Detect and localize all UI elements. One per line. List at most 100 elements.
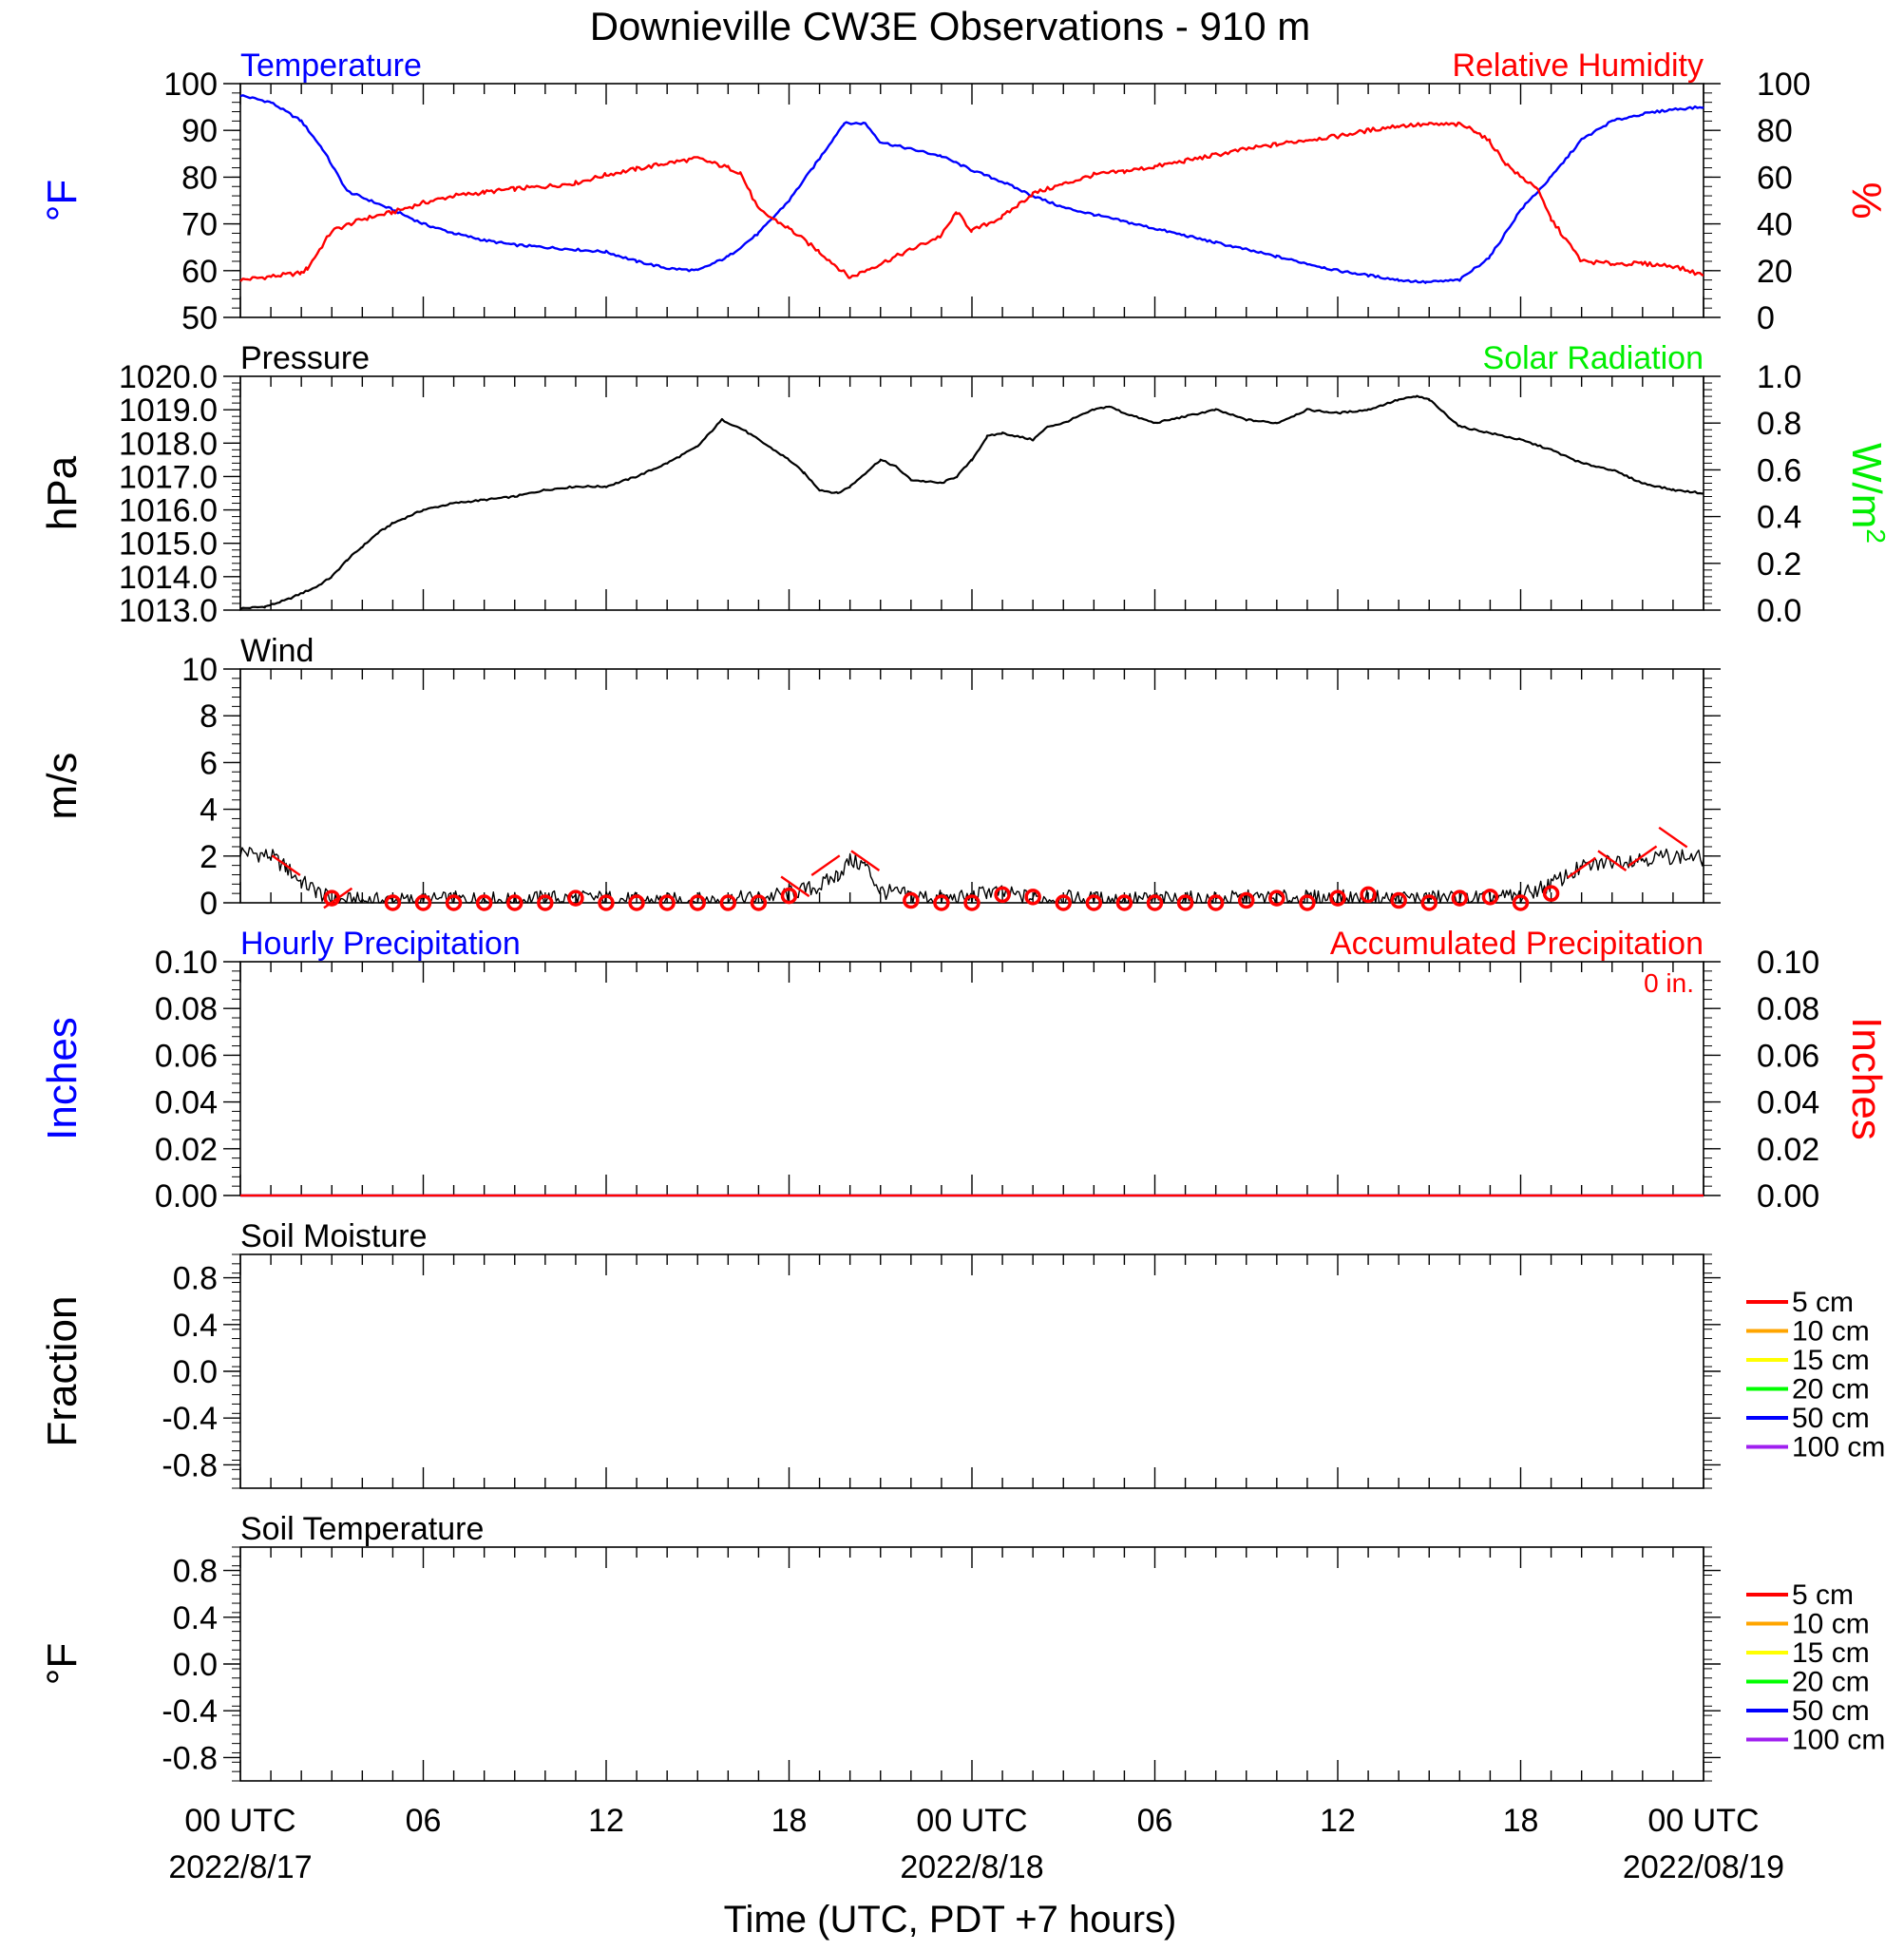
- wind-calm-marker: [1176, 894, 1194, 911]
- y-axis-label-left: Inches: [39, 1017, 86, 1140]
- y-axis-label-right: Inches: [1843, 1017, 1890, 1140]
- panel-pressure: 1020.01019.01018.01017.01016.01015.01014…: [39, 340, 1892, 629]
- y-tick-label-left: 90: [181, 113, 218, 149]
- wind-direction-barb: [1658, 826, 1688, 849]
- x-tick-label: 00 UTC: [184, 1803, 295, 1839]
- wind-calm-marker: [658, 894, 676, 911]
- wind-direction-barb: [1628, 845, 1658, 868]
- wind-calm-marker: [598, 894, 615, 911]
- wind-calm-marker: [1299, 894, 1316, 911]
- y-tick-label-right: 0.00: [1757, 1178, 1819, 1215]
- y-tick-label-right: 100: [1757, 67, 1811, 103]
- y-tick-label-right: 0.4: [1757, 500, 1801, 536]
- panel-title-left: Hourly Precipitation: [240, 926, 521, 962]
- wind-direction-barb: [850, 850, 881, 872]
- wind-calm-marker: [963, 894, 981, 911]
- legend-label: 15 cm: [1792, 1345, 1870, 1376]
- y-tick-label-left: 50: [181, 300, 218, 336]
- y-tick-label-left: 0.02: [155, 1132, 218, 1168]
- wind-calm-marker: [506, 894, 524, 911]
- panel-title-left: Wind: [240, 633, 314, 669]
- wind-calm-marker: [1268, 889, 1285, 907]
- y-tick-label-left: 8: [200, 698, 218, 735]
- wind-direction-barb: [780, 875, 810, 898]
- y-tick-label-left: 100: [163, 67, 218, 103]
- x-date-label: 2022/8/18: [900, 1849, 1043, 1885]
- y-tick-label-left: -0.4: [162, 1693, 218, 1730]
- y-axis-label-right: %: [1843, 182, 1890, 219]
- y-tick-label-left: 0.08: [155, 991, 218, 1027]
- legend-label: 5 cm: [1792, 1579, 1854, 1611]
- chart-title: Downieville CW3E Observations - 910 m: [590, 4, 1311, 48]
- y-tick-label-left: 6: [200, 745, 218, 781]
- y-tick-label-right: 0.6: [1757, 452, 1801, 488]
- y-axis-label-left: °F: [39, 180, 86, 221]
- legend-label: 20 cm: [1792, 1374, 1870, 1406]
- y-axis-label-left: hPa: [39, 455, 86, 530]
- y-axis-label-left: Fraction: [39, 1296, 86, 1447]
- wind-calm-marker: [537, 894, 554, 911]
- x-tick-label: 18: [771, 1803, 808, 1839]
- legend-label: 100 cm: [1792, 1432, 1885, 1463]
- y-tick-label-left: 0.0: [173, 1647, 218, 1683]
- wind-calm-marker: [1451, 889, 1469, 907]
- panel-frame: [239, 668, 1704, 904]
- y-tick-label-right: 0.0: [1757, 593, 1801, 629]
- wind-calm-marker: [628, 894, 645, 911]
- legend-label: 50 cm: [1792, 1403, 1870, 1434]
- y-tick-label-left: 0.10: [155, 945, 218, 981]
- y-axis-label-left: °F: [39, 1643, 86, 1685]
- y-tick-label-right: 0.06: [1757, 1038, 1819, 1074]
- y-tick-label-left: -0.8: [162, 1447, 218, 1483]
- y-tick-label-right: 0.04: [1757, 1085, 1819, 1121]
- panel-title-left: Temperature: [240, 48, 422, 84]
- legend-label: 5 cm: [1792, 1287, 1854, 1318]
- y-axis-label-superscript: 2: [1862, 528, 1892, 544]
- y-tick-label-right: 0.10: [1757, 945, 1819, 981]
- panel-title-left: Soil Moisture: [240, 1218, 428, 1254]
- wind-calm-marker: [1360, 886, 1377, 904]
- wind-calm-marker: [1024, 889, 1041, 906]
- wind-calm-marker: [780, 887, 798, 905]
- x-tick-label: 06: [1137, 1803, 1173, 1839]
- y-tick-label-right: 0.2: [1757, 546, 1801, 583]
- y-tick-label-left: 1013.0: [119, 593, 218, 629]
- wind-calm-marker: [1390, 891, 1407, 909]
- y-tick-label-right: 1.0: [1757, 359, 1801, 395]
- y-tick-label-left: -0.4: [162, 1401, 218, 1437]
- y-tick-label-right: 0.8: [1757, 406, 1801, 442]
- wind-calm-marker: [1542, 885, 1560, 902]
- y-tick-label-left: 0.4: [173, 1600, 218, 1636]
- panel-title-left: Pressure: [240, 340, 370, 376]
- x-date-label: 2022/08/19: [1623, 1849, 1784, 1885]
- panel-frame: [239, 1253, 1704, 1489]
- y-tick-label-left: -0.8: [162, 1740, 218, 1776]
- y-axis-label-left: m/s: [39, 753, 86, 820]
- panel-frame: [239, 83, 1704, 318]
- legend-label: 10 cm: [1792, 1316, 1870, 1348]
- time-axis: 00 UTC 2022/8/17 06 12 18 00 UTC 2022/8/18 06 12…: [168, 1803, 1784, 1885]
- y-tick-label-left: 70: [181, 207, 218, 243]
- legend-label: 10 cm: [1792, 1609, 1870, 1640]
- panel-title-left: Soil Temperature: [240, 1511, 484, 1547]
- legend-label: 100 cm: [1792, 1725, 1885, 1756]
- y-tick-label-right: 0: [1757, 300, 1775, 336]
- wind-calm-marker: [1055, 894, 1072, 911]
- panel-title-right: Accumulated Precipitation: [1330, 926, 1704, 962]
- y-tick-label-left: 1017.0: [119, 459, 218, 495]
- wind-calm-marker: [475, 894, 493, 911]
- panel-frame: [239, 375, 1704, 611]
- wind-calm-marker: [1512, 894, 1530, 911]
- wind-calm-marker: [1085, 894, 1103, 911]
- wind-direction-barb: [810, 854, 841, 876]
- wind-calm-marker: [1329, 889, 1346, 907]
- precip-total-annotation: 0 in.: [1644, 968, 1694, 998]
- wind-calm-marker: [1420, 894, 1438, 911]
- y-tick-label-left: 1018.0: [119, 426, 218, 462]
- panel-soil-moisture: 0.8 0.4 0.0 -0.4 -0.8 Soil Moisture Fraction 5 …: [39, 1218, 1885, 1489]
- wind-calm-marker: [414, 894, 432, 911]
